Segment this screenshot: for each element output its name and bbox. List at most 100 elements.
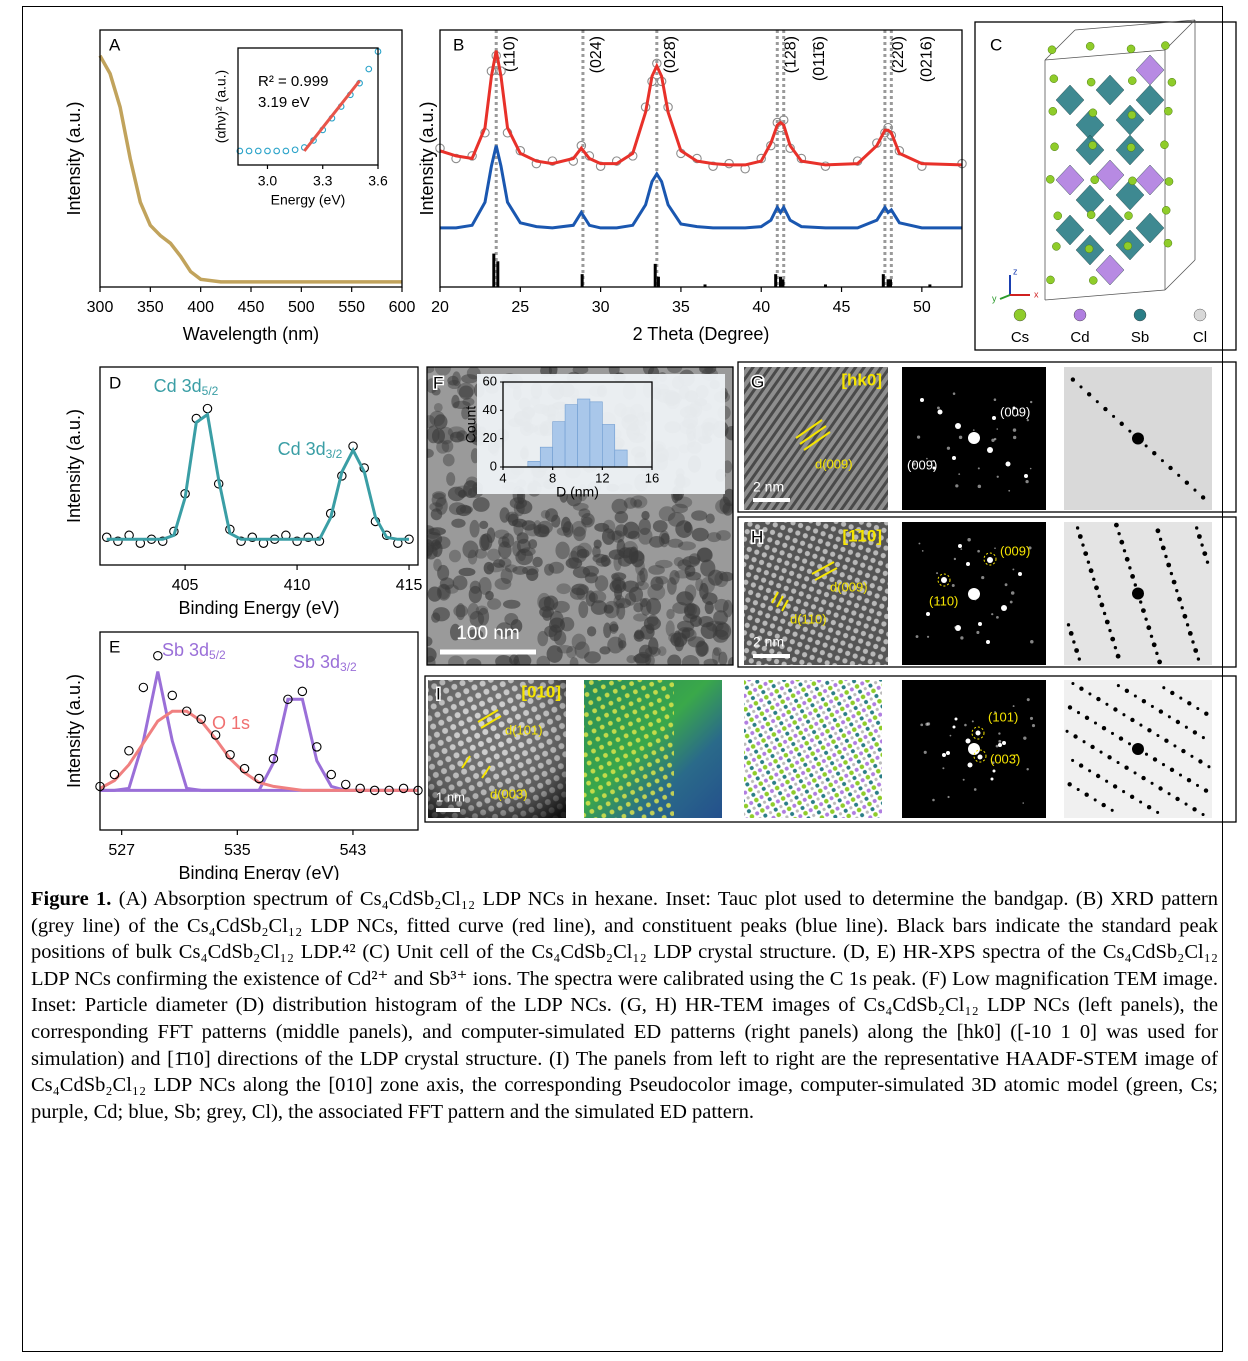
data-point xyxy=(273,147,281,155)
ed-spot xyxy=(1078,763,1084,768)
particle xyxy=(546,645,563,663)
data-point xyxy=(153,651,163,661)
atom xyxy=(1126,143,1136,152)
caption: Figure 1. (A) Absorption spectrum of Cs₄… xyxy=(31,886,1218,1125)
particle xyxy=(515,548,534,566)
ed-spot xyxy=(1094,585,1099,591)
particle xyxy=(713,647,722,656)
particle xyxy=(586,626,597,637)
fft-noise xyxy=(1012,568,1015,571)
d-spacing-marker xyxy=(461,709,502,779)
ed-spot xyxy=(1071,681,1075,686)
ed-spot xyxy=(1066,623,1071,627)
ed-spot xyxy=(1156,733,1160,738)
particle xyxy=(435,497,448,515)
fft-noise xyxy=(926,635,930,638)
panel-label: A xyxy=(109,35,121,54)
atom xyxy=(1088,108,1098,118)
fft-noise xyxy=(1009,761,1012,763)
particle xyxy=(603,622,612,639)
ed-spot xyxy=(1198,759,1203,764)
particle xyxy=(468,585,482,604)
fft-noise xyxy=(947,795,950,799)
x-tick-label: 410 xyxy=(284,577,311,594)
particle xyxy=(705,513,715,524)
ed-spot xyxy=(1072,640,1076,644)
cell-edge xyxy=(1164,259,1196,291)
particle xyxy=(667,577,677,595)
particle xyxy=(684,565,696,577)
octahedron xyxy=(1055,214,1085,246)
fft-noise xyxy=(952,392,956,395)
particle xyxy=(676,620,695,632)
particle xyxy=(639,567,648,583)
ed-spot xyxy=(1177,473,1181,477)
ed-spot xyxy=(1071,758,1075,762)
ed-spot xyxy=(1097,594,1101,599)
particle xyxy=(603,604,614,614)
fft-noise xyxy=(996,475,999,478)
particle xyxy=(648,637,659,655)
ed-spot xyxy=(1073,734,1078,739)
reference-bar xyxy=(656,276,660,287)
ed-spot xyxy=(1124,765,1129,770)
ed-spot xyxy=(1182,613,1188,619)
ed-spot xyxy=(1175,588,1179,593)
ed-spot xyxy=(1168,465,1173,471)
ed-spot xyxy=(1204,711,1209,716)
fft-noise xyxy=(991,613,994,616)
fft-noise xyxy=(998,732,1001,735)
particle xyxy=(427,367,435,374)
particle xyxy=(572,502,589,511)
ed-spot xyxy=(1124,556,1130,562)
fft-noise xyxy=(998,739,1002,743)
atom xyxy=(1164,106,1173,116)
ed-spot xyxy=(1141,608,1146,613)
fft-spot xyxy=(946,751,950,755)
fft-spot xyxy=(952,456,956,460)
particle xyxy=(569,657,579,665)
annotation: Cd 3d3/2 xyxy=(278,439,343,461)
data-point xyxy=(291,146,299,154)
particle xyxy=(452,400,471,410)
ed-spot xyxy=(1187,631,1193,636)
ed-spot xyxy=(1079,385,1083,389)
fft-noise xyxy=(996,428,999,430)
annotation-text: Sb 3d xyxy=(293,652,340,672)
fft-spot xyxy=(986,640,990,644)
data-point xyxy=(292,536,302,546)
spot-marker xyxy=(971,726,985,740)
histogram-bar xyxy=(552,421,566,468)
atom xyxy=(1126,44,1136,54)
ed-spot xyxy=(1200,543,1204,547)
particle xyxy=(499,507,510,523)
atom xyxy=(1163,238,1173,248)
particle xyxy=(431,387,441,396)
ed-spot xyxy=(1186,778,1192,783)
annotation: Cd 3d5/2 xyxy=(154,376,219,398)
ed-spot xyxy=(1088,692,1092,696)
atom xyxy=(1050,142,1059,152)
particle xyxy=(616,539,626,557)
peak-label: (024) xyxy=(588,36,605,73)
data-point xyxy=(245,147,253,155)
particle xyxy=(427,636,433,647)
particle xyxy=(448,655,464,665)
fft-spot-label: (101) xyxy=(988,709,1018,724)
particle xyxy=(517,548,527,562)
atom xyxy=(1086,210,1096,220)
particle xyxy=(658,506,676,522)
particle xyxy=(667,511,685,527)
caption-label: Figure 1. xyxy=(31,888,112,910)
fft-noise xyxy=(953,557,957,561)
ed-spot xyxy=(1152,757,1158,762)
fft-spot xyxy=(932,466,936,470)
ed-spot xyxy=(1164,554,1168,559)
reference-bar xyxy=(823,284,827,287)
data-point xyxy=(312,742,322,752)
x-tick-label: 16 xyxy=(645,470,659,485)
fft-noise xyxy=(1022,802,1025,804)
ed-spot xyxy=(1105,779,1109,783)
fft-noise xyxy=(974,598,977,601)
particle xyxy=(622,541,639,558)
